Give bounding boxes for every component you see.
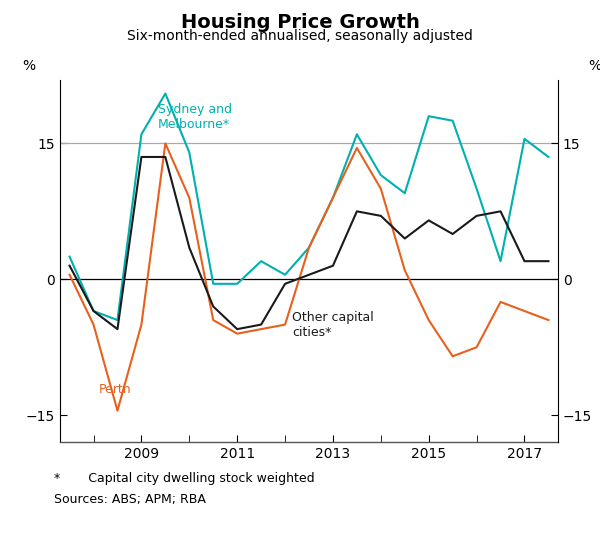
Text: Six-month-ended annualised, seasonally adjusted: Six-month-ended annualised, seasonally a…	[127, 29, 473, 43]
Text: Other capital
cities*: Other capital cities*	[292, 311, 374, 339]
Text: *       Capital city dwelling stock weighted: * Capital city dwelling stock weighted	[54, 472, 314, 484]
Text: Sydney and
Melbourne*: Sydney and Melbourne*	[158, 102, 232, 131]
Text: %: %	[23, 59, 36, 72]
Text: Perth: Perth	[98, 384, 131, 397]
Text: Housing Price Growth: Housing Price Growth	[181, 13, 419, 33]
Text: %: %	[588, 59, 600, 72]
Text: Sources: ABS; APM; RBA: Sources: ABS; APM; RBA	[54, 493, 206, 506]
